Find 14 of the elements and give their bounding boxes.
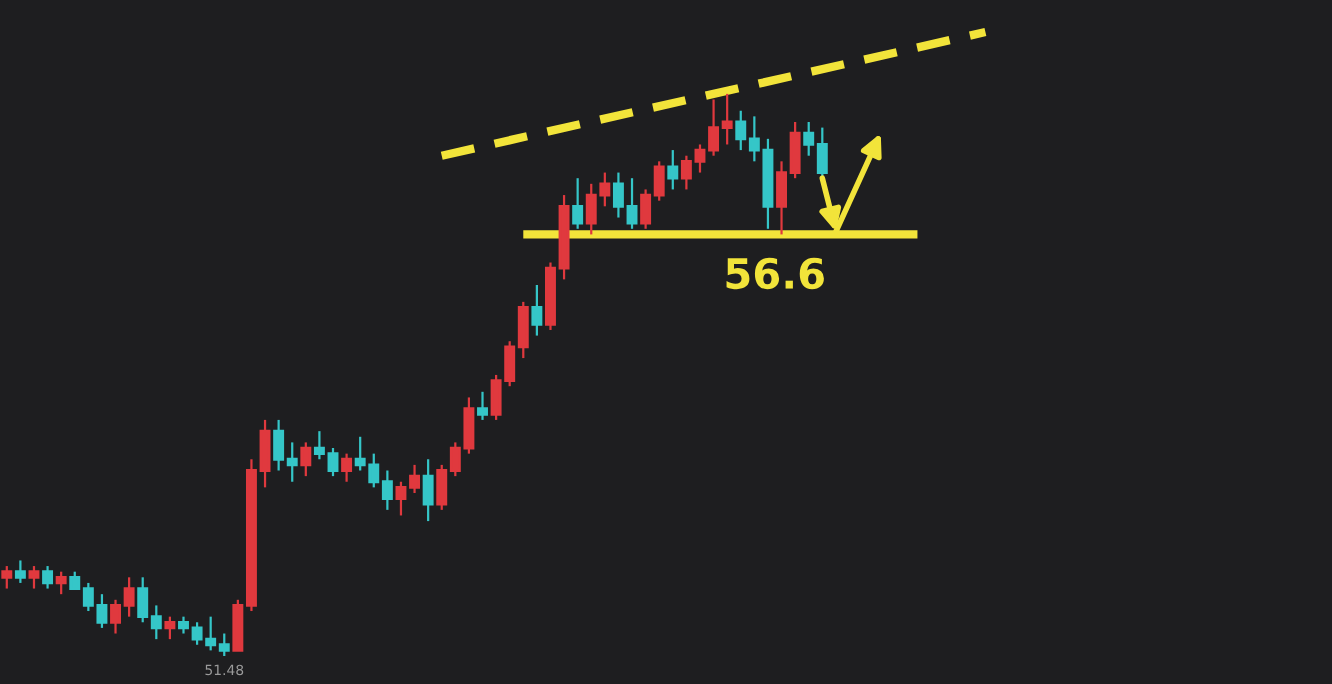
candlestick (667, 148, 679, 191)
candlestick (28, 564, 40, 590)
candlestick (341, 452, 353, 483)
candlestick (572, 177, 584, 230)
candlestick (55, 570, 67, 596)
candlestick (14, 559, 26, 585)
candlestick (531, 283, 543, 337)
candlestick (1, 564, 13, 590)
candlestick (164, 615, 176, 641)
candlestick (477, 390, 488, 422)
annotation: 56.6 (726, 257, 824, 290)
candlestick (422, 458, 434, 523)
candlestick (42, 564, 54, 590)
candlestick (300, 441, 312, 478)
